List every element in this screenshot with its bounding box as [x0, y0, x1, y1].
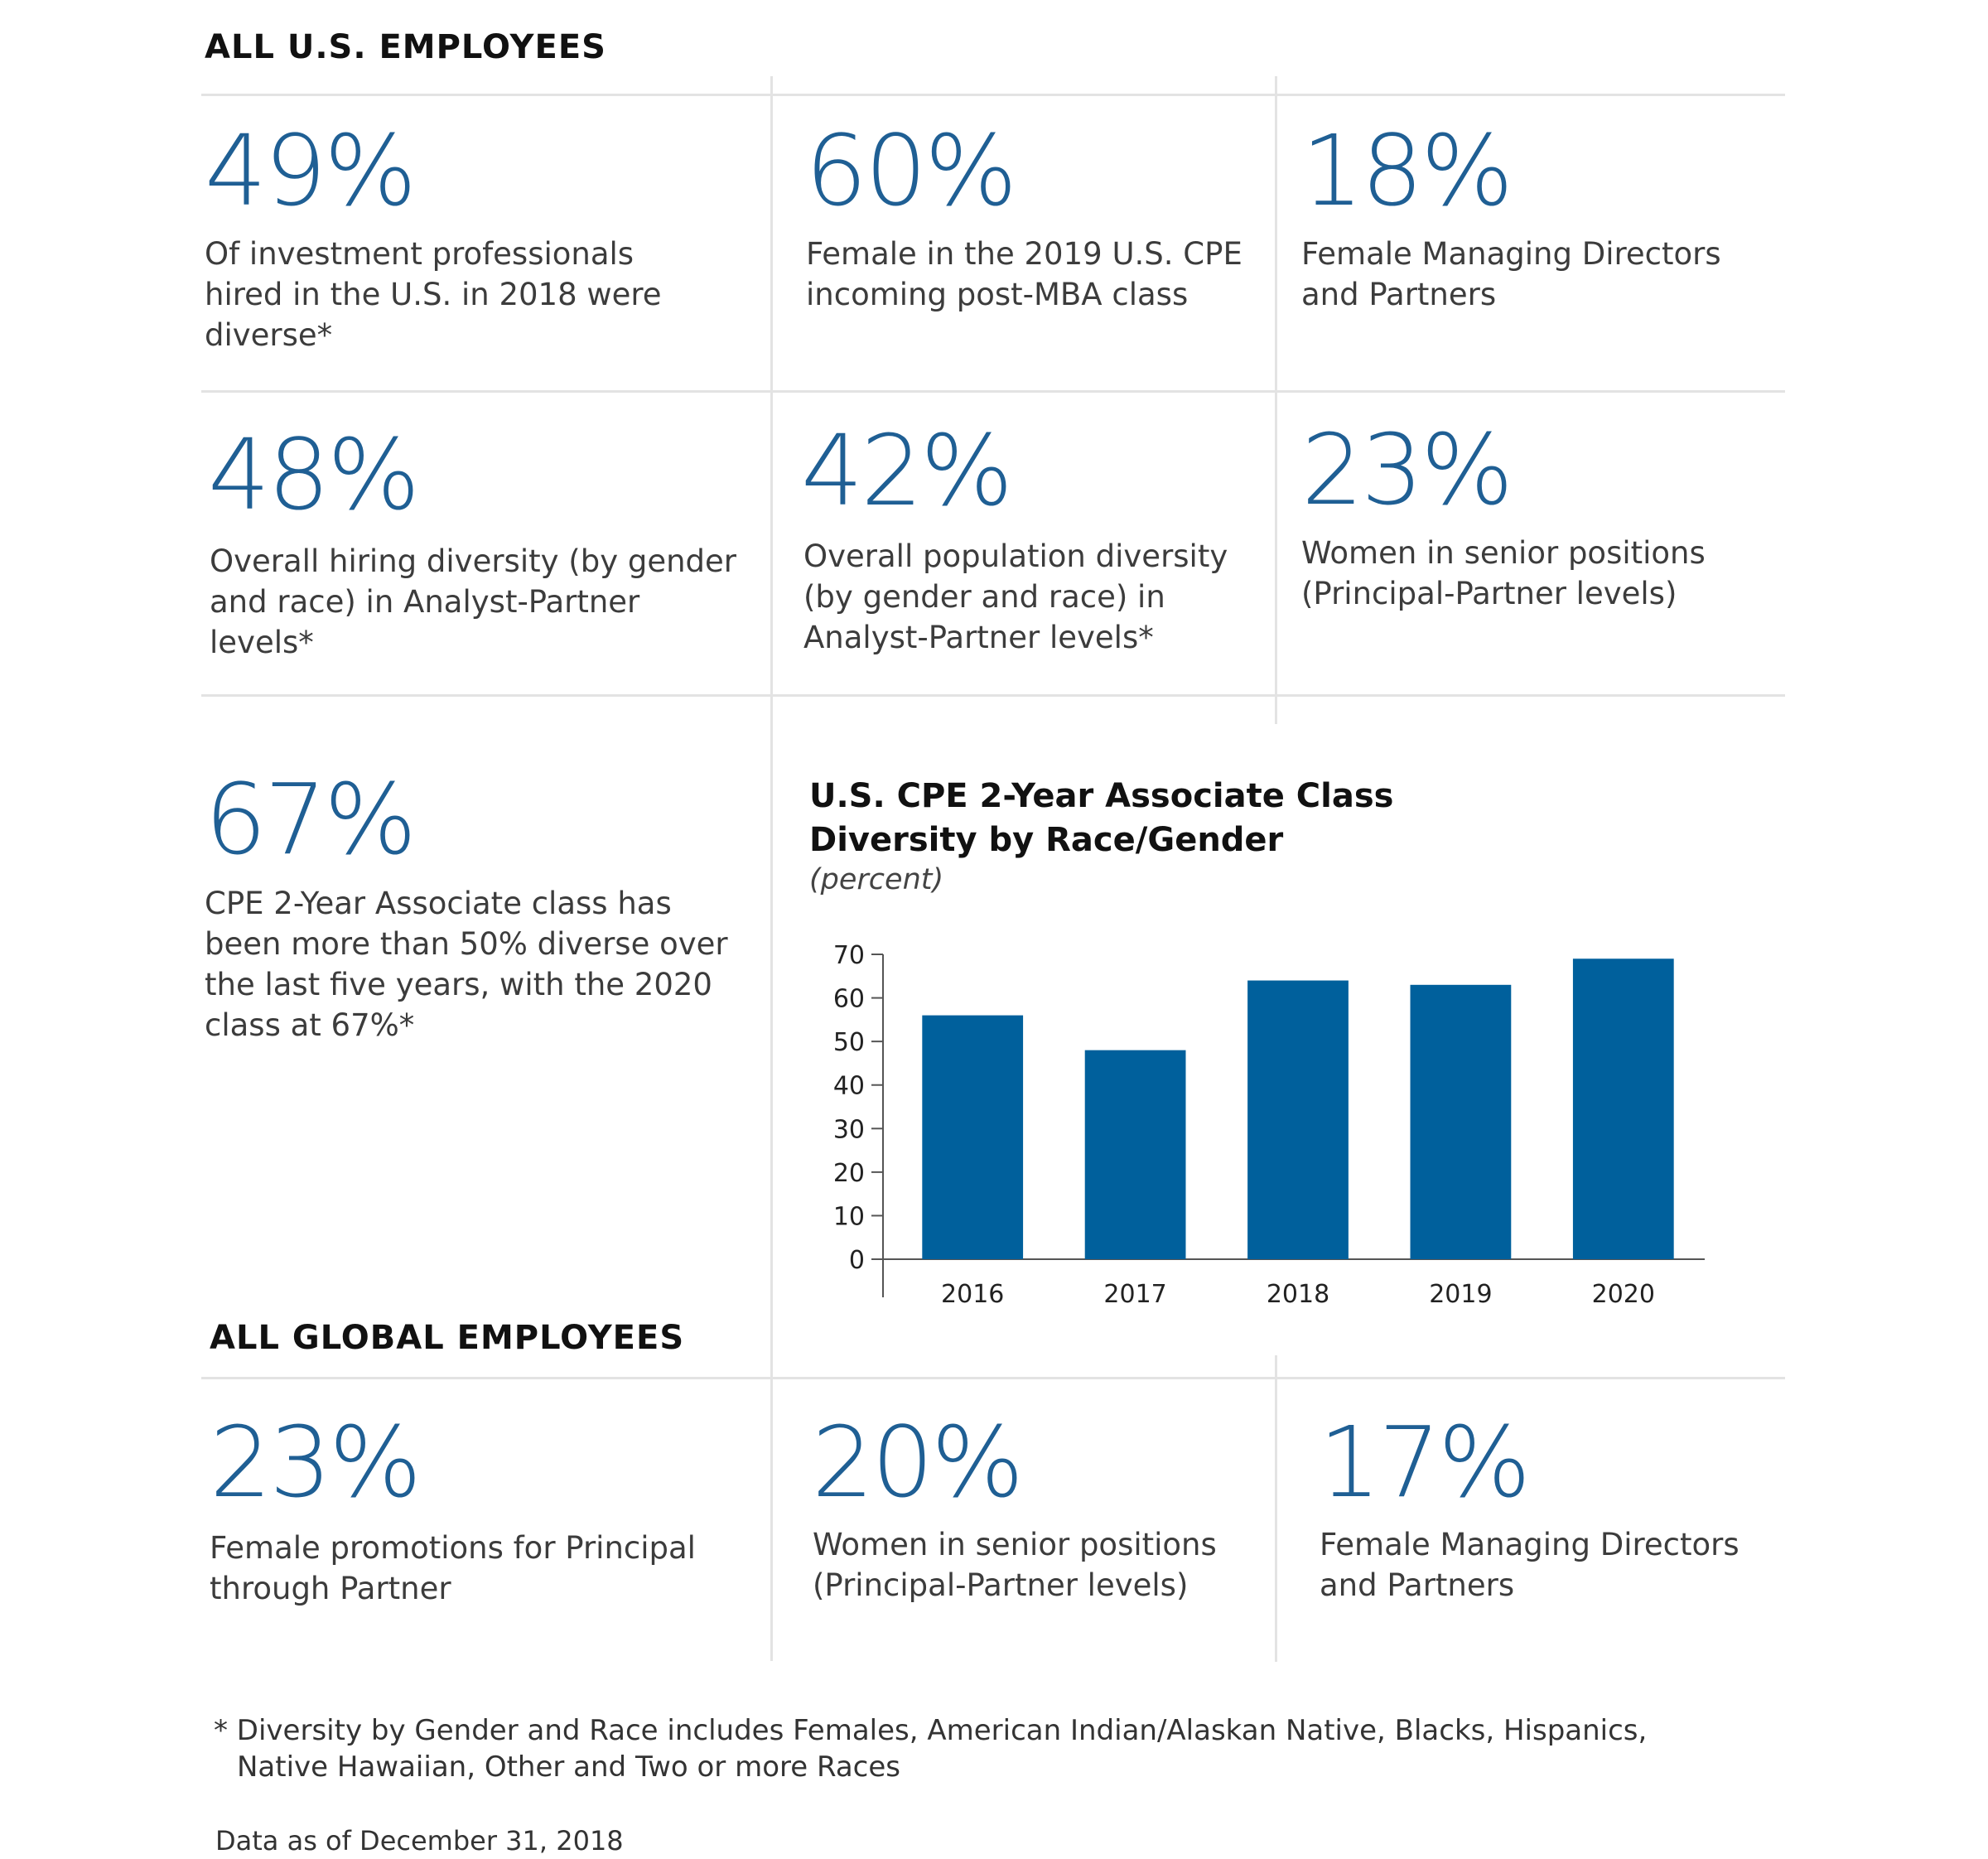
stat-description: Female Managing Directors and Partners	[1320, 1527, 1740, 1603]
y-tick-label: 30	[833, 1115, 865, 1144]
stat-value: 23%	[1301, 413, 1513, 527]
x-tick-label: 2018	[1267, 1280, 1329, 1309]
divider	[1275, 1355, 1277, 1662]
bar	[1410, 984, 1512, 1259]
stat-value: 48%	[208, 418, 420, 532]
y-tick-label: 50	[833, 1028, 865, 1057]
data-date: Data as of December 31, 2018	[215, 1825, 624, 1857]
stat-description: Women in senior positions (Principal-Par…	[1301, 535, 1706, 611]
stat-description: Overall hiring diversity (by gender and …	[210, 543, 737, 660]
stat-description: Women in senior positions (Principal-Par…	[813, 1527, 1217, 1603]
bar	[1084, 1050, 1186, 1259]
stat-value: 49%	[205, 113, 417, 228]
divider	[201, 390, 1785, 393]
stat-value: 67%	[205, 762, 417, 876]
y-tick-label: 70	[833, 941, 865, 970]
stat-description: Female promotions for Principal through …	[210, 1530, 696, 1606]
divider	[1275, 76, 1277, 724]
global-section-heading: ALL GLOBAL EMPLOYEES	[210, 1319, 685, 1357]
footnote: * Diversity by Gender and Race includes …	[214, 1714, 1648, 1784]
stat-value: 20%	[812, 1405, 1024, 1519]
divider	[201, 94, 1785, 96]
y-tick-label: 10	[833, 1202, 865, 1231]
divider	[201, 694, 1785, 697]
stat-value: 60%	[805, 113, 1017, 228]
divider	[770, 76, 773, 1661]
chart-title: U.S. CPE 2-Year Associate Class Diversit…	[809, 777, 1394, 859]
y-tick-label: 60	[833, 985, 865, 1014]
y-tick-label: 40	[833, 1072, 865, 1101]
stat-value: 17%	[1319, 1405, 1531, 1519]
chart-subtitle: (percent)	[809, 863, 944, 896]
x-tick-label: 2017	[1103, 1280, 1166, 1309]
stat-description: CPE 2-Year Associate class has been more…	[205, 886, 728, 1043]
y-tick-label: 0	[849, 1246, 865, 1275]
x-tick-label: 2020	[1592, 1280, 1655, 1309]
x-tick-label: 2016	[941, 1280, 1004, 1309]
stat-value: 42%	[801, 413, 1013, 528]
stat-description: Overall population diversity (by gender …	[803, 538, 1228, 655]
y-tick-label: 20	[833, 1159, 865, 1188]
bar	[1572, 958, 1674, 1259]
bar	[922, 1015, 1024, 1259]
us-section-heading: ALL U.S. EMPLOYEES	[205, 28, 606, 66]
bar	[1247, 980, 1349, 1259]
stat-description: Of investment professionals hired in the…	[205, 236, 662, 353]
divider	[201, 1377, 1785, 1379]
stat-description: Female Managing Directors and Partners	[1301, 236, 1721, 312]
stat-value: 23%	[210, 1405, 422, 1519]
stat-value: 18%	[1301, 113, 1513, 228]
stat-description: Female in the 2019 U.S. CPE incoming pos…	[806, 236, 1242, 312]
x-tick-label: 2019	[1429, 1280, 1492, 1309]
